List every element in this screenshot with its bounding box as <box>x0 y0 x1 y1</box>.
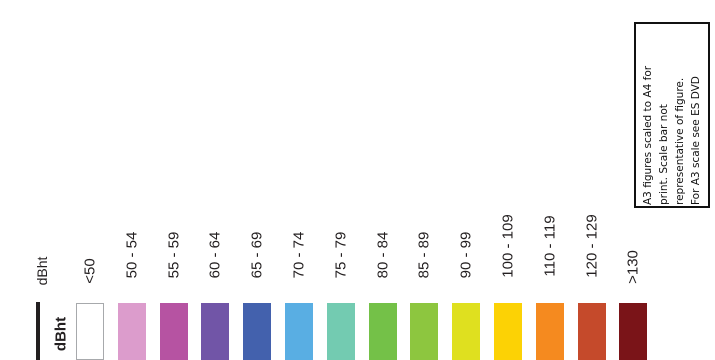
legend-swatch <box>201 303 230 360</box>
legend-swatch <box>410 303 439 360</box>
legend-swatch <box>117 303 146 360</box>
note-line: A3 figures scaled to A4 for <box>642 65 654 205</box>
legend-swatch <box>619 303 648 360</box>
legend-title: dBht <box>34 256 50 286</box>
legend-swatch <box>159 303 188 360</box>
legend-class-label: 70 - 74 <box>290 231 308 278</box>
legend-line-symbol <box>36 302 40 360</box>
legend-class-label: 80 - 84 <box>374 231 392 278</box>
legend-swatch <box>577 303 606 360</box>
legend-swatch <box>494 303 522 360</box>
legend-header: dBht <box>52 316 70 352</box>
note-line: For A3 scale see ES DVD <box>690 76 702 205</box>
legend-class-label: 55 - 59 <box>165 231 183 278</box>
note-line: print. Scale bar not <box>658 104 670 205</box>
legend-swatch <box>368 303 397 360</box>
print-scale-note: A3 figures scaled to A4 for print. Scale… <box>634 22 710 208</box>
note-line: representative of figure. <box>674 77 686 205</box>
legend-class-label: <50 <box>81 258 99 285</box>
legend-class-label: 100 - 109 <box>499 214 517 278</box>
legend-class-label: >130 <box>624 250 642 285</box>
legend-class-label: 65 - 69 <box>248 231 266 278</box>
legend-class-label: 85 - 89 <box>415 231 433 278</box>
legend-class-label: 110 - 119 <box>541 215 559 277</box>
legend-swatch <box>243 303 272 360</box>
legend-swatch <box>326 303 355 360</box>
legend-class-label: 90 - 99 <box>457 231 475 278</box>
legend-class-label: 60 - 64 <box>206 231 224 278</box>
legend-class-label: 50 - 54 <box>123 231 141 278</box>
legend-class-label: 75 - 79 <box>332 231 350 278</box>
note-text: A3 figures scaled to A4 for print. Scale… <box>640 25 704 205</box>
legend-swatch <box>452 303 481 360</box>
legend-class-label: 120 - 129 <box>583 214 601 278</box>
legend-swatch <box>76 303 104 360</box>
legend-swatch <box>535 303 564 360</box>
legend-swatch <box>285 303 313 360</box>
